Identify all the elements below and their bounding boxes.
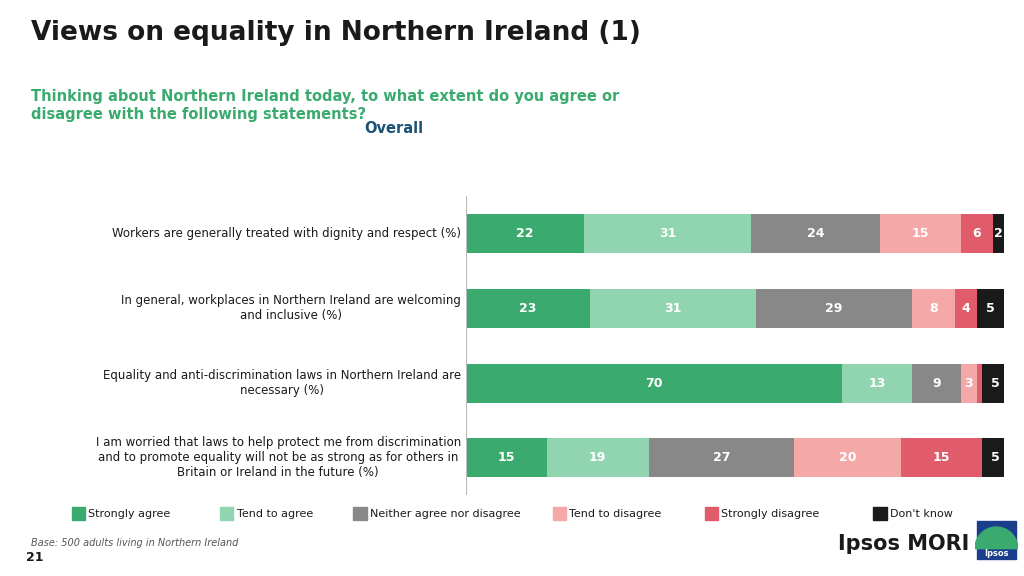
Text: Strongly disagree: Strongly disagree [721, 509, 819, 519]
Text: Ipsos: Ipsos [984, 550, 1009, 558]
Bar [912, 289, 955, 328]
Text: 29: 29 [825, 302, 843, 314]
Bar [912, 363, 961, 403]
Text: 15: 15 [498, 452, 515, 464]
Text: Thinking about Northern Ireland today, to what extent do you agree or
disagree w: Thinking about Northern Ireland today, t… [31, 89, 618, 122]
Bar [982, 363, 1009, 403]
Text: 13: 13 [868, 377, 886, 389]
Bar [880, 214, 961, 253]
Text: I am worried that laws to help protect me from discrimination
and to promote equ: I am worried that laws to help protect m… [95, 437, 461, 479]
Text: 31: 31 [665, 302, 682, 314]
Text: Overall: Overall [365, 121, 424, 136]
Text: 3: 3 [965, 377, 973, 389]
Bar [961, 214, 992, 253]
Bar [466, 438, 547, 478]
Bar [751, 214, 880, 253]
Bar [982, 438, 1009, 478]
Text: Ipsos MORI: Ipsos MORI [838, 534, 969, 554]
Text: Tend to agree: Tend to agree [237, 509, 312, 519]
Bar [794, 438, 901, 478]
Bar [466, 363, 842, 403]
Bar [993, 214, 1004, 253]
Text: Strongly agree: Strongly agree [88, 509, 170, 519]
Bar [590, 289, 756, 328]
Bar [756, 289, 912, 328]
Bar [584, 214, 751, 253]
Bar [901, 438, 982, 478]
Bar [466, 214, 584, 253]
Text: 5: 5 [986, 302, 994, 314]
Text: Base: 500 adults living in Northern Ireland: Base: 500 adults living in Northern Irel… [31, 539, 239, 548]
Text: Equality and anti-discrimination laws in Northern Ireland are
necessary (%): Equality and anti-discrimination laws in… [102, 369, 461, 397]
Text: 31: 31 [658, 227, 676, 240]
Bar [466, 289, 590, 328]
Text: 4: 4 [962, 302, 971, 314]
Text: Tend to disagree: Tend to disagree [569, 509, 662, 519]
Text: Workers are generally treated with dignity and respect (%): Workers are generally treated with digni… [112, 227, 461, 240]
Text: 15: 15 [911, 227, 929, 240]
Text: Neither agree nor disagree: Neither agree nor disagree [370, 509, 520, 519]
Wedge shape [975, 527, 1018, 548]
Bar [842, 363, 912, 403]
Text: 22: 22 [516, 227, 534, 240]
Bar [977, 289, 1004, 328]
Bar [649, 438, 794, 478]
Bar [547, 438, 649, 478]
Bar [977, 363, 982, 403]
Text: In general, workplaces in Northern Ireland are welcoming
and inclusive (%): In general, workplaces in Northern Irela… [121, 294, 461, 322]
Text: 6: 6 [973, 227, 981, 240]
Text: 2: 2 [993, 227, 1002, 240]
Text: 5: 5 [991, 452, 999, 464]
Text: 23: 23 [519, 302, 537, 314]
Text: 15: 15 [933, 452, 950, 464]
FancyBboxPatch shape [977, 521, 1016, 559]
Text: 9: 9 [932, 377, 941, 389]
Text: Don't know: Don't know [890, 509, 952, 519]
Bar [955, 289, 977, 328]
Text: 24: 24 [807, 227, 824, 240]
Text: Views on equality in Northern Ireland (1): Views on equality in Northern Ireland (1… [31, 20, 641, 46]
Text: 21: 21 [26, 551, 43, 564]
Bar [961, 363, 977, 403]
Text: 27: 27 [713, 452, 730, 464]
Text: 8: 8 [930, 302, 938, 314]
Text: 70: 70 [645, 377, 663, 389]
Text: 19: 19 [589, 452, 606, 464]
Text: 20: 20 [839, 452, 856, 464]
Text: 5: 5 [991, 377, 999, 389]
